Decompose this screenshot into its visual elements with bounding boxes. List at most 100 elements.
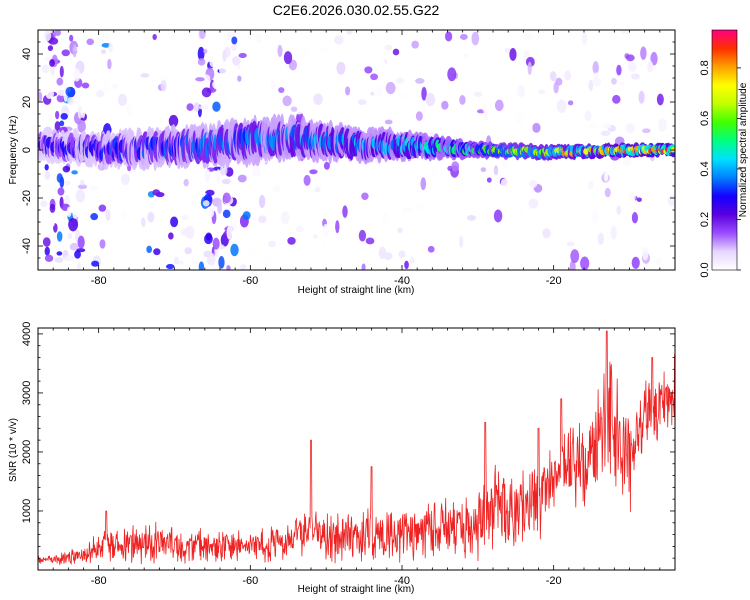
spectrogram-noise-blob (75, 189, 86, 203)
colorbar-tick-label: 0.2 (699, 212, 711, 227)
spectrogram-noise-blob (373, 255, 381, 261)
spectrogram-y-tick-label: -20 (21, 190, 33, 206)
spectrogram-noise-blob (212, 101, 221, 112)
spectrogram-noise-blob (636, 58, 645, 68)
spectrogram-noise-blob (362, 71, 370, 86)
spectrogram-noise-blob (420, 177, 427, 191)
spectrogram-noise-blob (204, 168, 211, 183)
spectrogram-noise-blob (59, 65, 64, 78)
spectrogram-noise-blob (611, 77, 617, 85)
spectrogram-noise-blob (504, 47, 509, 54)
spectrogram-noise-blob (267, 98, 276, 105)
spectrogram-noise-blob (570, 249, 580, 263)
spectrogram-noise-blob (320, 240, 326, 254)
spectrogram-noise-blob (96, 90, 105, 98)
spectrogram-noise-blob (219, 62, 227, 76)
spectrogram-noise-blob (636, 197, 642, 202)
spectrogram-noise-blob (86, 38, 95, 46)
spectrogram-noise-blob (630, 73, 640, 80)
spectrogram-noise-blob (231, 36, 238, 45)
spectrogram-noise-blob (351, 94, 358, 102)
spectrogram-noise-blob (153, 248, 161, 256)
spectrogram-noise-blob (361, 263, 366, 270)
spectrogram-noise-blob (54, 30, 61, 37)
spectrogram-noise-blob (627, 62, 637, 72)
spectrogram-noise-blob (398, 94, 407, 99)
spectrogram-noise-blob (44, 246, 50, 256)
spectrogram-noise-blob (415, 111, 423, 121)
spectrogram-noise-blob (107, 58, 112, 70)
spectrogram-noise-blob (468, 81, 474, 90)
spectrogram-noise-blob (365, 237, 375, 245)
spectrogram-x-tick-label: -20 (546, 275, 562, 287)
spectrogram-noise-blob (57, 187, 65, 196)
spectrogram-noise-blob (152, 33, 157, 41)
spectrogram-noise-blob (478, 211, 485, 221)
spectrogram-noise-blob (549, 71, 557, 82)
spectrogram-noise-blob (384, 252, 393, 261)
spectrogram-noise-blob (217, 201, 223, 214)
spectrogram-noise-blob (313, 93, 323, 106)
spectrogram-noise-blob (212, 237, 220, 250)
spectrogram-noise-blob (170, 216, 179, 228)
spectrogram-noise-blob (604, 187, 611, 198)
spectrogram-noise-blob (283, 51, 293, 65)
spectrogram-noise-blob (463, 53, 469, 58)
spectrogram-noise-blob (639, 232, 645, 239)
spectrogram-noise-blob (610, 87, 616, 97)
spectrogram-noise-blob (425, 92, 436, 107)
spectrogram-noise-blob (231, 56, 241, 66)
spectrogram-noise-blob (395, 77, 405, 84)
spectrogram-noise-blob (236, 261, 241, 267)
spectrogram-noise-blob (494, 99, 504, 112)
spectrogram-noise-blob (373, 85, 383, 98)
snr-x-label: Height of straight line (km) (298, 584, 415, 595)
spectrogram-noise-blob (141, 217, 146, 228)
spectrogram-noise-blob (579, 198, 590, 205)
spectrogram-noise-blob (379, 166, 389, 179)
spectrogram-noise-blob (588, 79, 594, 92)
spectrogram-noise-blob (77, 184, 88, 190)
spectrogram-noise-blob (312, 234, 318, 239)
spectrogram-noise-blob (56, 94, 66, 103)
spectrogram-noise-blob (206, 258, 214, 265)
spectrogram-noise-blob (379, 58, 386, 69)
spectrogram-noise-blob (41, 64, 50, 74)
spectrogram-noise-blob (581, 32, 587, 46)
spectrogram-noise-blob (218, 256, 225, 269)
spectrogram-noise-blob (322, 224, 329, 238)
spectrogram-noise-blob (430, 165, 438, 179)
spectrogram-noise-blob (198, 261, 205, 270)
spectrogram-noise-blob (334, 35, 344, 45)
spectrogram-noise-blob (74, 250, 81, 259)
spectrogram-noise-blob (610, 225, 617, 240)
spectrogram-noise-blob (650, 51, 658, 66)
spectrogram-noise-blob (345, 86, 351, 96)
spectrogram-noise-blob (120, 173, 130, 186)
spectrogram-noise-blob (616, 64, 622, 76)
spectrogram-noise-blob (166, 264, 175, 270)
colorbar-gradient (711, 29, 738, 271)
spectrogram-noise-blob (493, 209, 503, 223)
snr-panel: -80 -60 -40 -20 1000 2000 3000 4000 Height of … (8, 322, 676, 595)
spectrogram-noise-blob (364, 66, 373, 74)
spectrogram-noise-blob (99, 239, 106, 249)
spectrogram-noise-blob (501, 158, 508, 170)
spectrogram-noise-blob (622, 156, 632, 166)
spectrogram-noise-blob (638, 90, 645, 104)
spectrogram-noise-blob (237, 75, 242, 82)
spectrogram-noise-blob (597, 232, 604, 245)
spectrogram-ridge-cell (670, 146, 675, 153)
spectrogram-noise-blob (140, 197, 148, 205)
spectrogram-noise-blob (290, 106, 298, 112)
spectrogram-noise-blob (342, 205, 348, 218)
spectrogram-noise-blob (566, 241, 575, 247)
spectrogram-noise-blob (625, 54, 635, 62)
spectrogram-noise-blob (47, 220, 55, 228)
spectrogram-noise-blob (168, 232, 174, 240)
spectrogram-noise-blob (459, 33, 468, 40)
spectrogram-noise-blob (268, 240, 277, 248)
spectrogram-noise-blob (603, 172, 609, 182)
spectrogram-noise-blob (567, 100, 574, 106)
